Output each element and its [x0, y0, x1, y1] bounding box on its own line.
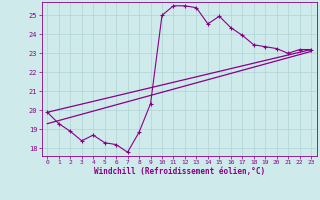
X-axis label: Windchill (Refroidissement éolien,°C): Windchill (Refroidissement éolien,°C) [94, 167, 265, 176]
